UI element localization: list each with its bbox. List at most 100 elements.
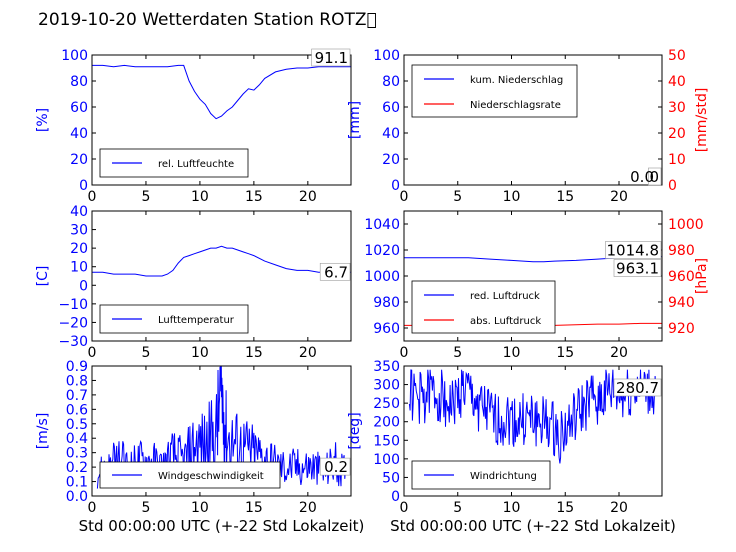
y-tick-label: 40 <box>382 126 400 142</box>
x-tick-label: 5 <box>453 189 462 205</box>
series-line-rel-luftfeuchte <box>92 64 351 120</box>
last-value-box <box>613 378 662 397</box>
x-axis-label: Std 00:00:00 UTC (+-22 Std Lokalzeit) <box>79 517 365 535</box>
y-tick-label: 0.4 <box>66 431 88 447</box>
last-value: 0.2 <box>324 458 348 476</box>
y-tick-label: 0.0 <box>66 489 88 505</box>
x-tick-label: 0 <box>88 345 97 361</box>
x-tick-label: 5 <box>453 345 462 361</box>
series-line-lufttemperatur <box>92 245 351 277</box>
x-tick-label: 10 <box>503 500 521 516</box>
x-tick-label: 10 <box>503 345 521 361</box>
legend-label: red. Luftdruck <box>470 291 540 302</box>
y2-axis-label: [hPa] <box>694 258 710 294</box>
x-tick-label: 5 <box>141 500 150 516</box>
y-tick-label: 30 <box>70 223 88 239</box>
last-value-rate: 0 <box>649 168 659 186</box>
x-tick-label: 20 <box>610 345 628 361</box>
x-tick-label: 15 <box>245 500 263 516</box>
x-tick-label: 20 <box>299 189 317 205</box>
y-tick-label: 0.6 <box>66 402 88 418</box>
x-tick-label: 5 <box>141 189 150 205</box>
y-tick-label: 1040 <box>364 217 400 233</box>
y-axis-label: [mm] <box>347 101 363 139</box>
y-tick-label: −20 <box>58 315 88 331</box>
x-tick-label: 5 <box>141 345 150 361</box>
x-tick-label: 0 <box>400 500 409 516</box>
last-value-rate-box <box>648 167 662 186</box>
y-tick-label: 100 <box>373 48 400 64</box>
y-tick-label: 0.9 <box>66 359 88 375</box>
y-tick-label: 100 <box>61 48 88 64</box>
legend-label: Windrichtung <box>470 471 537 482</box>
panel-wind-speed <box>91 365 352 497</box>
axes-frame <box>403 54 663 186</box>
x-tick-label: 10 <box>191 500 209 516</box>
y-tick-label: 150 <box>373 433 400 449</box>
last-value-abs: 963.1 <box>616 260 659 278</box>
panel-precipitation <box>403 54 663 186</box>
last-value: 91.1 <box>315 49 348 67</box>
last-value-box <box>605 241 662 259</box>
y-tick-label: 200 <box>373 415 400 431</box>
y2-tick-label: 980 <box>668 243 695 259</box>
legend-box <box>411 280 556 334</box>
y-tick-label: 0.2 <box>66 460 88 476</box>
panel-wind-direction <box>403 365 663 497</box>
x-tick-label: 15 <box>245 189 263 205</box>
x-tick-label: 0 <box>400 345 409 361</box>
y2-axis-label: [mm/std] <box>694 88 710 153</box>
y-tick-label: 20 <box>382 152 400 168</box>
y-tick-label: 20 <box>70 152 88 168</box>
last-value-box <box>319 262 351 281</box>
y2-tick-label: 40 <box>668 74 686 90</box>
y2-tick-label: 960 <box>668 269 695 285</box>
x-tick-label: 10 <box>503 189 521 205</box>
y-tick-label: 0.1 <box>66 475 88 491</box>
y2-tick-label: 50 <box>668 48 686 64</box>
legend-label: rel. Luftfeuchte <box>158 159 234 170</box>
axes-frame <box>91 54 352 186</box>
x-tick-label: 20 <box>299 500 317 516</box>
y-tick-label: 0.3 <box>66 446 88 462</box>
legend-label: abs. Luftdruck <box>470 316 541 327</box>
y-tick-label: 0 <box>391 489 400 505</box>
x-tick-label: 15 <box>245 345 263 361</box>
x-tick-label: 15 <box>556 345 574 361</box>
y-tick-label: 60 <box>70 100 88 116</box>
legend-label: Lufttemperatur <box>158 315 235 326</box>
y2-tick-label: 30 <box>668 100 686 116</box>
panel-temperature <box>91 210 352 342</box>
y-tick-label: 80 <box>70 74 88 90</box>
x-tick-label: 15 <box>556 500 574 516</box>
y-tick-label: 50 <box>382 470 400 486</box>
y2-tick-label: 20 <box>668 126 686 142</box>
x-tick-label: 0 <box>88 500 97 516</box>
y2-tick-label: 10 <box>668 152 686 168</box>
x-tick-label: 20 <box>610 189 628 205</box>
y-axis-label: [%] <box>35 108 51 132</box>
x-tick-label: 20 <box>299 345 317 361</box>
last-value-box <box>319 457 351 476</box>
last-value: 6.7 <box>324 263 348 281</box>
panel-humidity <box>91 48 352 186</box>
y-axis-label: [m/s] <box>35 413 51 450</box>
y2-tick-label: 0 <box>668 178 677 194</box>
panel-pressure <box>403 210 663 342</box>
y-tick-label: 20 <box>70 241 88 257</box>
y-tick-label: 0.5 <box>66 417 88 433</box>
series-line-windgeschwindigkeit <box>96 366 347 489</box>
y-tick-label: 300 <box>373 378 400 394</box>
x-axis-label: Std 00:00:00 UTC (+-22 Std Lokalzeit) <box>390 517 676 535</box>
y-tick-label: 80 <box>382 74 400 90</box>
x-tick-label: 0 <box>400 189 409 205</box>
y-tick-label: 0.7 <box>66 388 88 404</box>
y-tick-label: 60 <box>382 100 400 116</box>
y-tick-label: 0 <box>79 178 88 194</box>
y-tick-label: 1000 <box>364 269 400 285</box>
figure-title: 2019-10-20 Wetterdaten Station ROTZ  <box>38 10 377 30</box>
y-tick-label: 1020 <box>364 243 400 259</box>
y-tick-label: 980 <box>373 295 400 311</box>
y2-tick-label: 920 <box>668 321 695 337</box>
